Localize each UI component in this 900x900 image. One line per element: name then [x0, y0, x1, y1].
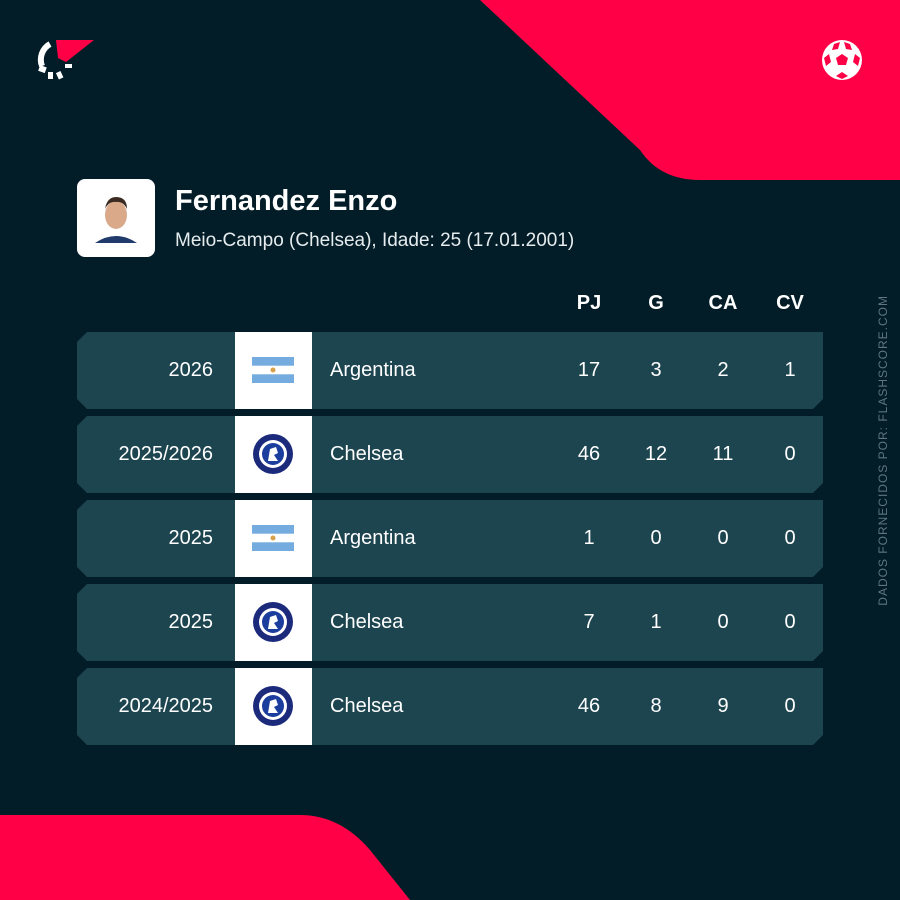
table-row: 2025 Chelsea 7 1 0 0	[77, 584, 823, 661]
stat-cv: 0	[784, 611, 796, 633]
season: 2024/2025	[118, 695, 213, 717]
column-header-g: G	[648, 292, 664, 314]
soccer-ball-icon	[822, 40, 862, 80]
stat-pj: 17	[577, 359, 601, 381]
table-row: 2026 Argentina 17 3 2 1	[77, 332, 823, 409]
chelsea-crest-icon	[252, 433, 294, 475]
stat-pj: 46	[577, 695, 601, 717]
stat-pj: 46	[577, 443, 601, 465]
stat-ca: 9	[717, 695, 729, 717]
team-logo	[235, 500, 312, 577]
stat-pj: 1	[583, 527, 595, 549]
stat-cv: 0	[784, 527, 796, 549]
player-subtitle: Meio-Campo (Chelsea), Idade: 25 (17.01.2…	[175, 230, 575, 251]
player-photo	[77, 179, 155, 257]
season: 2025/2026	[118, 443, 213, 465]
table-row: 2025 Argentina 1 0 0 0	[77, 500, 823, 577]
stat-cv: 1	[784, 359, 796, 381]
stat-ca: 11	[712, 443, 734, 465]
team-logo	[235, 416, 312, 493]
stat-pj: 7	[583, 611, 595, 633]
flashscore-logo	[37, 40, 94, 80]
team-logo	[235, 584, 312, 661]
stat-ca: 2	[717, 359, 729, 381]
column-header-ca: CA	[708, 292, 738, 314]
team-name: Argentina	[330, 359, 416, 381]
stat-g: 3	[650, 359, 662, 381]
column-header-pj: PJ	[576, 292, 602, 314]
stat-cv: 0	[784, 443, 796, 465]
stat-ca: 0	[717, 611, 729, 633]
season: 2025	[168, 611, 213, 633]
table-row: 2024/2025 Chelsea 46 8 9 0	[77, 668, 823, 745]
season: 2025	[168, 527, 213, 549]
stat-ca: 0	[717, 527, 729, 549]
stat-cv: 0	[784, 695, 796, 717]
stat-g: 1	[650, 611, 662, 633]
table-row: 2025/2026 Chelsea 46 12 11 0	[77, 416, 823, 493]
season: 2026	[168, 359, 213, 381]
team-name: Chelsea	[330, 611, 404, 633]
stat-g: 12	[644, 443, 668, 465]
data-credit: DADOS FORNECIDOS POR: FLASHSCORE.COM	[876, 295, 890, 606]
team-logo	[235, 668, 312, 745]
team-name: Argentina	[330, 527, 416, 549]
column-header-cv: CV	[776, 292, 804, 314]
chelsea-crest-icon	[252, 601, 294, 643]
team-logo	[235, 332, 312, 409]
team-name: Chelsea	[330, 443, 404, 465]
argentina-flag-icon	[252, 525, 294, 551]
chelsea-crest-icon	[252, 685, 294, 727]
stat-g: 8	[650, 695, 662, 717]
stat-g: 0	[650, 527, 662, 549]
argentina-flag-icon	[252, 357, 294, 383]
player-name: Fernandez Enzo	[175, 185, 398, 217]
team-name: Chelsea	[330, 695, 404, 717]
